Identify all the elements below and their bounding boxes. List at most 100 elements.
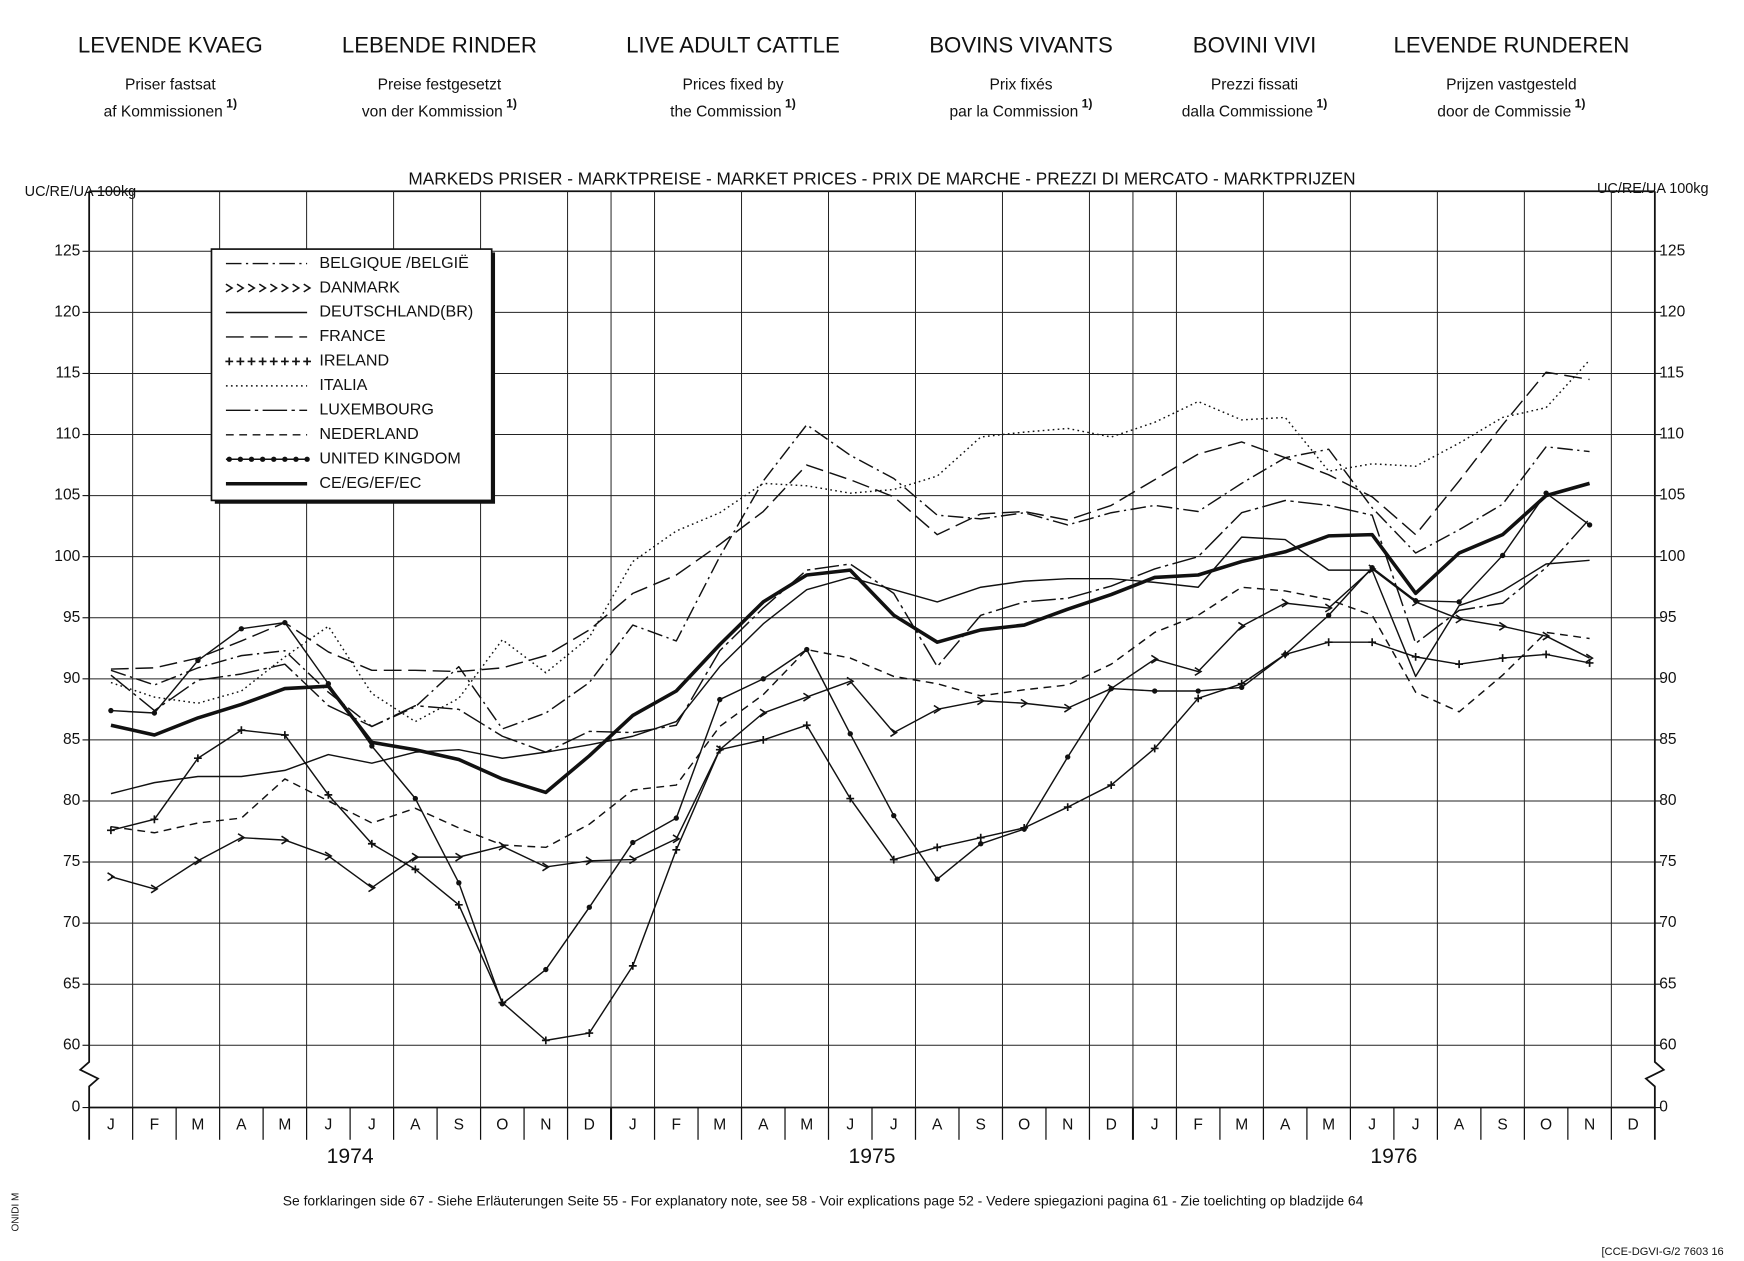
x-tick-label: A (1454, 1116, 1465, 1133)
marker (411, 865, 420, 874)
y-tick-label: 120 (54, 303, 80, 320)
marker (543, 966, 549, 973)
marker (1237, 621, 1246, 631)
y2-tick-label: 80 (1659, 792, 1677, 809)
series-line (110, 359, 1591, 723)
marker (258, 283, 267, 293)
series-line (110, 586, 1590, 849)
y2-tick-label: 85 (1659, 731, 1676, 748)
marker (846, 676, 855, 686)
column-line-text: door de Commissie (1437, 103, 1571, 120)
marker (1063, 803, 1072, 811)
column-line: von der Kommission 1) (362, 97, 517, 121)
series-line (110, 499, 1591, 753)
x-tick-label: N (1584, 1116, 1595, 1133)
y-tick-label: 85 (63, 731, 80, 748)
y-tick-label: 105 (54, 487, 80, 504)
marker (934, 876, 940, 882)
column-line: the Commission 1) (670, 97, 796, 121)
column-line: Prices fixed by (682, 77, 783, 94)
marker (1150, 654, 1159, 664)
column-line: Prijzen vastgesteld (1446, 77, 1577, 94)
marker (673, 815, 679, 821)
marker (804, 646, 810, 653)
legend-label: CE/EG/EF/EC (319, 474, 421, 492)
column-line-text: par la Commission (950, 103, 1079, 120)
column-line: Preise festgesetzt (378, 77, 502, 94)
marker (628, 961, 637, 970)
marker (1369, 565, 1375, 571)
marker (108, 707, 114, 714)
marker (258, 357, 267, 366)
x-tick-label: M (800, 1116, 813, 1133)
marker (803, 692, 811, 702)
marker (1542, 650, 1551, 659)
x-tick-label: O (496, 1116, 508, 1133)
marker (1456, 599, 1462, 605)
marker (585, 1029, 594, 1037)
marker (1325, 612, 1332, 618)
series-line (110, 568, 1590, 890)
marker (150, 884, 159, 894)
x-tick-label: J (368, 1116, 376, 1133)
x-tick-label: J (107, 1116, 115, 1133)
x-tick-label: M (1322, 1116, 1335, 1133)
marker (367, 839, 376, 848)
column-title: LEVENDE KVAEG (78, 33, 263, 58)
marker (499, 1001, 505, 1007)
legend-label: DANMARK (319, 278, 400, 296)
y-tick-label: 110 (55, 426, 80, 443)
marker (1324, 638, 1333, 647)
marker (281, 283, 290, 293)
marker (889, 855, 898, 864)
x-tick-label: M (713, 1116, 726, 1133)
y2-tick-label: 90 (1659, 670, 1677, 687)
column-line-text: af Kommissionen (104, 103, 223, 120)
marker (1152, 688, 1158, 694)
legend-label: ITALIA (319, 376, 367, 394)
marker (978, 841, 984, 847)
column-line: Prezzi fissati (1211, 77, 1298, 94)
column-title: LEBENDE RINDER (342, 33, 537, 58)
marker (411, 852, 420, 862)
marker (236, 283, 245, 293)
code: [CCE-DGVI-G/2 7603 16 (1601, 1246, 1723, 1258)
x-tick-label: A (410, 1116, 421, 1133)
marker (759, 736, 768, 744)
marker (1021, 826, 1027, 832)
year-label: 1976 (1370, 1145, 1417, 1168)
marker (630, 839, 636, 846)
x-tick-label: J (1412, 1116, 1420, 1133)
marker (1065, 754, 1071, 760)
marker (672, 845, 681, 854)
marker (324, 790, 333, 799)
note-mark: 1) (506, 97, 517, 111)
legend-label: DEUTSCHLAND(BR) (319, 303, 473, 321)
y2-tick-label: 75 (1659, 853, 1676, 870)
legend-label: LUXEMBOURG (319, 401, 434, 419)
marker (455, 852, 464, 862)
column-title: BOVINI VIVI (1193, 33, 1316, 58)
marker (259, 456, 266, 462)
y2-tick-label: 60 (1659, 1036, 1677, 1053)
marker (107, 872, 116, 882)
marker (1585, 653, 1594, 663)
y-tick-label: 100 (54, 548, 80, 565)
marker (304, 456, 310, 462)
marker (541, 1036, 550, 1045)
marker (1063, 703, 1072, 713)
y-tick-label: 115 (55, 365, 80, 382)
series-line (110, 641, 1590, 1042)
marker (225, 357, 234, 366)
marker (1542, 631, 1551, 641)
marker (282, 619, 288, 626)
note-mark: 1) (1316, 97, 1327, 111)
column-line-text: dalla Commissione (1182, 103, 1313, 120)
marker (226, 456, 232, 462)
marker (933, 843, 942, 852)
marker (281, 835, 290, 845)
marker (1498, 654, 1507, 662)
marker (456, 880, 462, 886)
marker (280, 357, 289, 366)
